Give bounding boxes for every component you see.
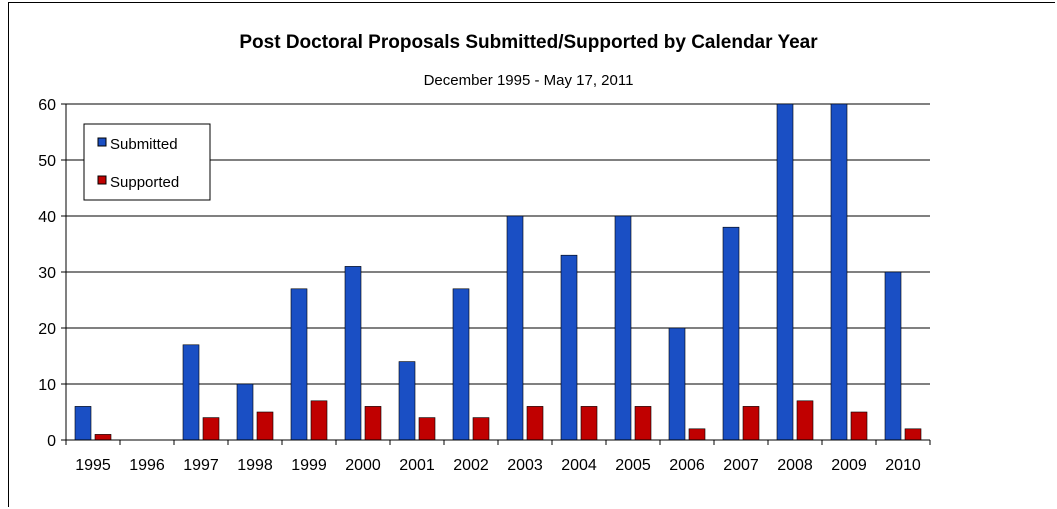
bar-supported-2006 — [688, 428, 706, 441]
bar-submitted-2006 — [668, 327, 686, 441]
x-tick-label: 2006 — [669, 457, 705, 474]
bar-supported-2005 — [634, 406, 652, 441]
bar-supported-2004 — [580, 406, 598, 441]
chart-title: Post Doctoral Proposals Submitted/Suppor… — [239, 32, 818, 53]
bars — [74, 103, 922, 441]
y-tick-label: 0 — [47, 433, 56, 450]
legend-box — [83, 123, 211, 201]
x-tick-label: 2003 — [507, 457, 543, 474]
x-tick-label: 2000 — [345, 457, 381, 474]
bar-supported-2008 — [796, 400, 814, 441]
y-tick-label: 10 — [38, 377, 56, 394]
y-tick-label: 60 — [38, 97, 56, 114]
legend: Submitted Supported — [83, 123, 211, 201]
y-tick-label: 50 — [38, 153, 56, 170]
x-tick-label: 2005 — [615, 457, 651, 474]
bar-submitted-1995 — [74, 406, 92, 441]
bar-submitted-2003 — [506, 215, 524, 441]
bar-supported-2007 — [742, 406, 760, 441]
bar-submitted-1999 — [290, 288, 308, 441]
y-tick-label: 20 — [38, 321, 56, 338]
bar-supported-1997 — [202, 417, 220, 441]
bar-supported-2000 — [364, 406, 382, 441]
bar-submitted-2010 — [884, 271, 902, 441]
bar-supported-2010 — [904, 428, 922, 441]
bar-supported-2002 — [472, 417, 490, 441]
x-tick-label: 1998 — [237, 457, 273, 474]
bar-supported-2001 — [418, 417, 436, 441]
bar-supported-1995 — [94, 434, 112, 441]
legend-label-submitted: Submitted — [110, 136, 178, 153]
x-tick-label: 2007 — [723, 457, 759, 474]
bar-submitted-2007 — [722, 226, 740, 441]
bar-supported-2003 — [526, 406, 544, 441]
bar-submitted-1997 — [182, 344, 200, 441]
bar-submitted-2001 — [398, 361, 416, 441]
chart-subtitle: December 1995 - May 17, 2011 — [423, 72, 634, 89]
x-tick-label: 1999 — [291, 457, 327, 474]
x-tick-label: 2010 — [885, 457, 921, 474]
bar-submitted-2004 — [560, 254, 578, 441]
y-tick-label: 30 — [38, 265, 56, 282]
legend-swatch-supported — [97, 175, 107, 185]
bar-submitted-2000 — [344, 266, 362, 441]
x-tick-label: 2002 — [453, 457, 489, 474]
x-tick-label: 2001 — [399, 457, 435, 474]
legend-label-supported: Supported — [110, 174, 179, 191]
x-tick-label: 2008 — [777, 457, 813, 474]
bar-submitted-2008 — [776, 103, 794, 441]
bar-submitted-2009 — [830, 103, 848, 441]
bar-supported-1998 — [256, 411, 274, 441]
bar-supported-2009 — [850, 411, 868, 441]
x-tick-label: 1997 — [183, 457, 219, 474]
bar-supported-1999 — [310, 400, 328, 441]
bar-submitted-2005 — [614, 215, 632, 441]
bar-submitted-2002 — [452, 288, 470, 441]
x-tick-label: 2009 — [831, 457, 867, 474]
y-tick-label: 40 — [38, 209, 56, 226]
bar-submitted-1998 — [236, 383, 254, 441]
x-tick-label: 1996 — [129, 457, 165, 474]
legend-swatch-submitted — [97, 137, 107, 147]
x-tick-label: 1995 — [75, 457, 111, 474]
x-tick-label: 2004 — [561, 457, 597, 474]
axes: 0 10 20 30 40 50 60 1995 1996 1997 1998 1999 2000 200… — [38, 97, 931, 474]
